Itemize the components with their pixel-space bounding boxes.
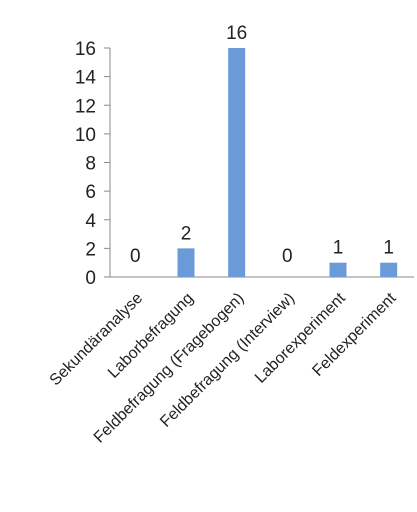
y-tick-label: 16 [75,39,96,60]
data-label: 1 [383,238,394,259]
bar [228,48,246,277]
y-tick-label: 10 [75,125,96,146]
data-label: 2 [181,223,192,244]
data-label: 16 [226,23,247,44]
y-tick-label: 0 [85,268,96,289]
y-tick-label: 4 [85,211,96,232]
x-category-label: Sekundäranalyse [47,290,147,390]
bar [329,262,347,277]
data-label: 0 [282,246,293,267]
y-tick-label: 14 [75,68,97,89]
y-tick-label: 2 [85,239,96,260]
bar [177,248,195,277]
bar [380,262,398,277]
data-label: 1 [333,238,344,259]
data-label: 0 [130,246,141,267]
y-tick-label: 12 [75,96,96,117]
x-category-label: Laborexperiment [252,289,349,386]
x-category-label: Laborbefragung [105,290,197,382]
y-tick-label: 6 [85,182,96,203]
y-tick-label: 8 [85,154,96,175]
